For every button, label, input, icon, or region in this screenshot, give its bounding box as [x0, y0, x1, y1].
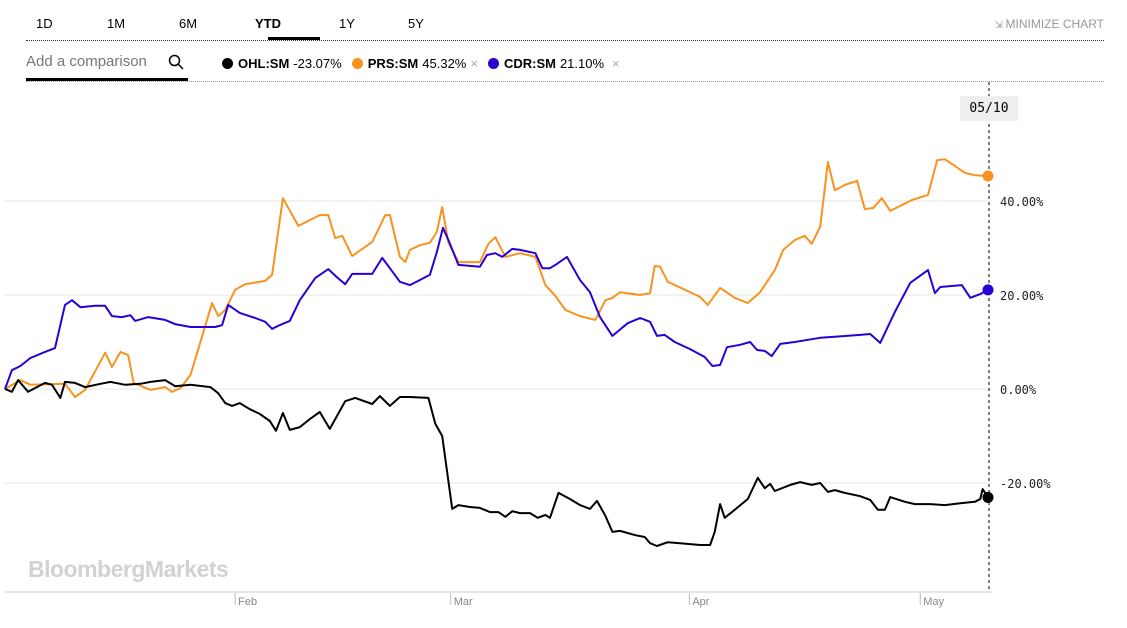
search-icon[interactable] — [168, 54, 184, 70]
series-dot-icon — [487, 58, 499, 69]
series-end-marker — [982, 170, 994, 182]
series-dot-icon — [351, 58, 363, 69]
legend-ticker: OHL:SM — [238, 56, 290, 71]
tab-1y[interactable]: 1Y — [339, 16, 355, 31]
legend-item-prs: PRS:SM 45.32% × — [351, 56, 478, 71]
remove-prs-icon[interactable]: × — [470, 56, 478, 71]
active-tab-indicator — [268, 37, 320, 40]
hover-date-label: 05/10 — [960, 96, 1018, 121]
x-tick-label: Apr — [692, 596, 709, 608]
x-tick-label: Mar — [454, 596, 473, 608]
series-end-marker — [982, 284, 994, 296]
y-tick-label: -20.00% — [1000, 477, 1051, 491]
legend-change: -23.07% — [293, 56, 342, 71]
y-tick-label: 40.00% — [1000, 195, 1044, 209]
series-line-prs-sm — [4, 158, 989, 398]
legend-ticker: CDR:SM — [503, 56, 556, 71]
minimize-chart-button[interactable]: ⇲ MINIMIZE CHART — [994, 17, 1104, 31]
legend-change: 45.32% — [422, 56, 467, 71]
x-tick-label: May — [923, 596, 944, 608]
tab-6m[interactable]: 6M — [179, 16, 198, 31]
legend-change: 21.10% — [559, 56, 605, 71]
legend-item-ohl: OHL:SM -23.07% — [222, 56, 342, 71]
legend-ticker: PRS:SM — [367, 56, 419, 71]
y-tick-label: 20.00% — [1000, 289, 1044, 303]
bloomberg-watermark: BloombergMarkets — [28, 556, 229, 582]
legend-item-cdr: CDR:SM 21.10% × — [487, 56, 620, 71]
minimize-label: MINIMIZE CHART — [1005, 17, 1104, 31]
comparison-bar: Add a comparison OHL:SM -23.07% PRS:SM 4… — [26, 40, 1104, 82]
tab-1d[interactable]: 1D — [36, 16, 53, 31]
range-tabs: 1D 1M 6M YTD 1Y 5Y ⇲ MINIMIZE CHART — [26, 0, 1104, 41]
tab-1m[interactable]: 1M — [107, 16, 126, 31]
comparison-search-input[interactable]: Add a comparison — [26, 40, 188, 81]
series-end-marker — [982, 491, 994, 503]
tab-ytd[interactable]: YTD — [255, 16, 281, 31]
tab-5y[interactable]: 5Y — [408, 16, 424, 31]
legend: OHL:SM -23.07% PRS:SM 45.32% × CDR:SM 21… — [222, 56, 630, 71]
x-tick-label: Feb — [238, 596, 257, 608]
series-dot-icon — [222, 58, 233, 69]
series-line-cdr-sm — [4, 226, 989, 390]
y-tick-label: 0.00% — [1000, 383, 1037, 397]
comparison-placeholder: Add a comparison — [26, 53, 147, 70]
remove-cdr-icon[interactable]: × — [612, 56, 620, 71]
minimize-icon: ⇲ — [994, 20, 1006, 31]
series-line-ohl-sm — [4, 379, 989, 547]
